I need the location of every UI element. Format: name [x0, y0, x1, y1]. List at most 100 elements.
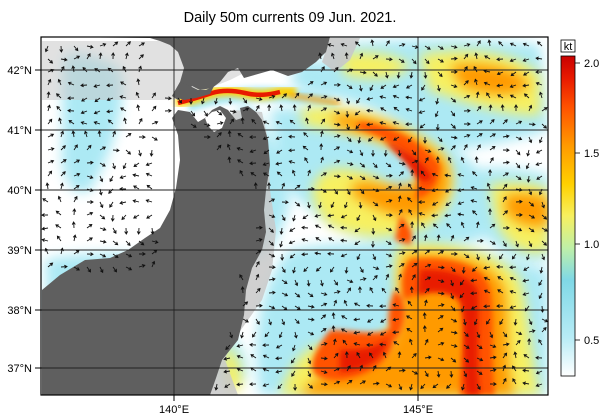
current-vector-arrow	[122, 162, 127, 170]
current-vector-arrow	[379, 95, 387, 100]
current-vector-arrow	[398, 238, 406, 242]
current-vector-arrow	[73, 45, 79, 52]
current-vector-arrow	[473, 318, 478, 326]
current-vector-arrow	[84, 130, 88, 138]
current-vector-arrow	[471, 266, 478, 272]
current-vector-arrow	[372, 364, 377, 372]
current-vector-arrow	[463, 53, 469, 60]
current-vector-arrow	[450, 56, 458, 61]
current-vector-arrow	[450, 110, 456, 117]
current-vector-arrow	[450, 97, 457, 103]
current-vector-arrow	[125, 149, 132, 155]
current-vector-arrow	[459, 279, 465, 286]
current-vector-arrow	[320, 188, 327, 193]
colorbar-label-1-5: 1.5	[584, 148, 599, 160]
current-vector-arrow	[437, 45, 444, 50]
current-vector-arrow	[268, 277, 276, 282]
current-vector-arrow	[487, 253, 491, 261]
current-vector-arrow	[437, 71, 443, 78]
current-vector-arrow	[528, 214, 536, 219]
current-vector-arrow	[524, 305, 530, 312]
current-vector-arrow	[487, 39, 492, 47]
current-vector-arrow	[119, 187, 126, 191]
current-vector-arrow	[138, 54, 144, 60]
current-vector-arrow	[418, 186, 426, 191]
current-vector-arrow	[385, 264, 393, 269]
current-vector-arrow	[473, 65, 478, 73]
current-vector-arrow	[359, 52, 364, 60]
current-vector-arrow	[268, 227, 274, 233]
current-vector-arrow	[108, 188, 114, 194]
current-vector-arrow	[539, 91, 543, 99]
current-vector-arrow	[525, 162, 530, 170]
current-vector-arrow	[268, 318, 272, 326]
current-vector-arrow	[502, 342, 510, 347]
current-vector-arrow	[73, 195, 78, 203]
current-vector-arrow	[346, 379, 353, 385]
current-vector-arrow	[538, 279, 543, 286]
current-vector-arrow	[239, 274, 244, 281]
current-vector-arrow	[526, 175, 531, 183]
current-vector-arrow	[535, 81, 543, 86]
current-vector-arrow	[279, 104, 284, 112]
current-vector-arrow	[262, 367, 270, 372]
current-vector-arrow	[528, 122, 536, 127]
current-vector-arrow	[320, 95, 328, 99]
current-vector-arrow	[450, 343, 458, 348]
current-vector-arrow	[214, 97, 218, 105]
current-vector-arrow	[384, 71, 389, 79]
current-vector-arrow	[333, 146, 341, 151]
current-vector-arrow	[488, 208, 492, 215]
current-vector-arrow	[302, 145, 309, 151]
current-vector-arrow	[476, 40, 481, 47]
current-vector-arrow	[541, 214, 548, 220]
current-vector-arrow	[333, 299, 338, 307]
current-vector-arrow	[301, 225, 309, 230]
current-vector-arrow	[407, 300, 413, 307]
current-vector-arrow	[528, 240, 533, 248]
current-vector-arrow	[307, 304, 315, 309]
current-vector-arrow	[515, 162, 521, 169]
current-vector-arrow	[476, 370, 483, 375]
current-vector-arrow	[502, 226, 510, 230]
current-vector-arrow	[411, 370, 418, 375]
current-vector-arrow	[385, 40, 390, 47]
current-vector-arrow	[44, 247, 49, 255]
current-vector-arrow	[372, 188, 380, 193]
current-vector-arrow	[289, 227, 296, 232]
current-vector-arrow	[409, 383, 413, 391]
current-vector-arrow	[359, 266, 364, 273]
current-vector-arrow	[73, 172, 81, 177]
current-vector-arrow	[356, 214, 361, 222]
current-vector-arrow	[72, 234, 77, 242]
current-vector-arrow	[541, 123, 548, 129]
current-vector-arrow	[320, 66, 325, 73]
current-vector-arrow	[451, 252, 458, 256]
current-vector-arrow	[306, 279, 311, 287]
current-vector-arrow	[461, 266, 466, 274]
current-vector-arrow	[476, 105, 482, 112]
current-vector-arrow	[73, 159, 81, 164]
current-vector-arrow	[486, 195, 491, 203]
current-vector-arrow	[99, 253, 107, 258]
current-vector-arrow	[318, 52, 323, 60]
current-vector-arrow	[423, 137, 427, 144]
current-vector-arrow	[333, 83, 341, 87]
current-vector-arrow	[242, 301, 249, 307]
current-vector-arrow	[538, 136, 543, 144]
current-vector-arrow	[514, 104, 518, 111]
current-vector-arrow	[333, 97, 341, 102]
current-vector-arrow	[385, 366, 392, 372]
current-vector-arrow	[460, 156, 465, 164]
current-vector-arrow	[423, 299, 428, 307]
current-vector-arrow	[502, 172, 509, 177]
current-vector-arrow	[437, 279, 445, 284]
current-vector-arrow	[502, 119, 508, 125]
current-vector-arrow	[470, 278, 478, 283]
current-vector-arrow	[366, 343, 374, 347]
current-vector-arrow	[398, 368, 406, 373]
current-vector-arrow	[146, 184, 153, 190]
current-vector-arrow	[515, 136, 523, 141]
map-border	[40, 36, 549, 396]
current-vector-arrow	[320, 292, 328, 296]
